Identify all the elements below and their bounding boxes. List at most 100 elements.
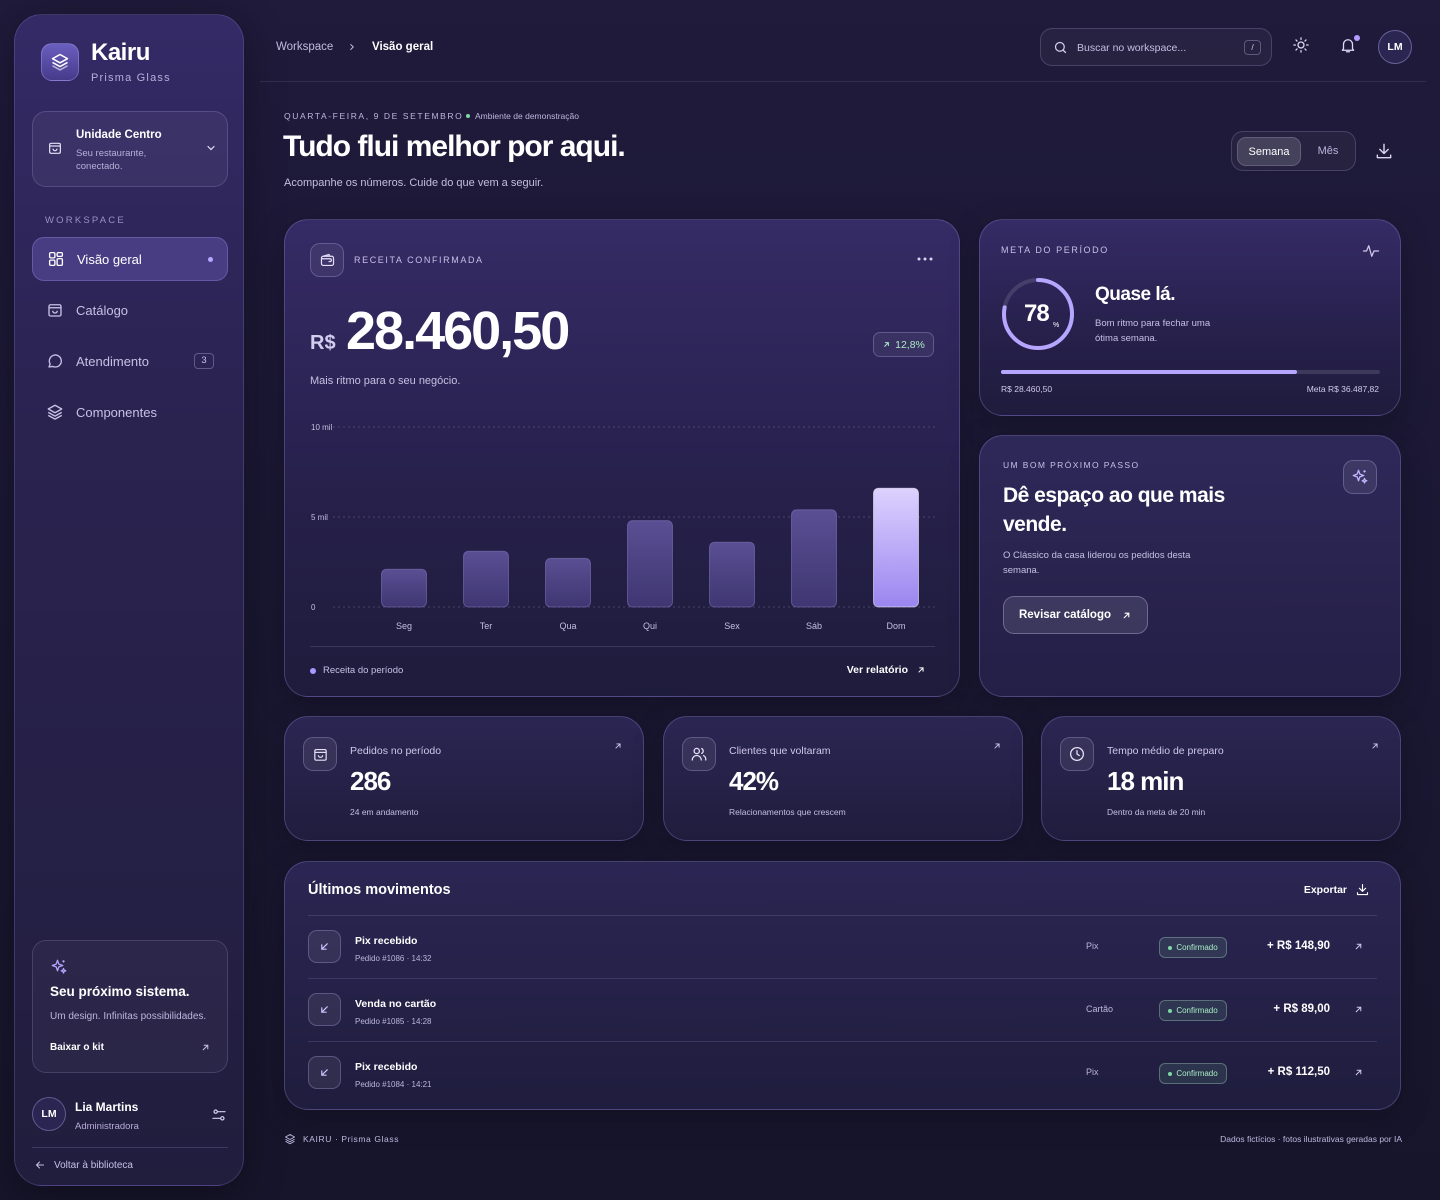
transactions-title: Últimos movimentos [308, 882, 451, 898]
shortcut-key: / [1244, 40, 1261, 55]
count-badge: 3 [194, 353, 214, 369]
arrow-up-right-icon[interactable] [1353, 1067, 1364, 1078]
stat-card-prep-time[interactable]: Tempo médio de preparo 18 min Dentro da … [1041, 716, 1401, 841]
avatar[interactable]: LM [1378, 30, 1412, 64]
stat-value: 286 [350, 766, 391, 796]
environment-badge: Ambiente de demonstração [466, 111, 579, 121]
revenue-card: RECEITA CONFIRMADA R$ 28.460,50 12,8% Ma… [284, 219, 960, 697]
arrow-up-right-icon [1123, 612, 1130, 618]
divider [308, 978, 1377, 979]
transaction-meta: Pedido #1085 · 14:28 [355, 1017, 432, 1026]
search-input[interactable] [1077, 38, 1237, 58]
trend-value: 12,8% [895, 338, 925, 351]
settings-sliders-icon[interactable] [211, 1107, 227, 1123]
transactions-card: Últimos movimentos Exportar Pix recebido… [284, 861, 1401, 1110]
status-badge: Confirmado [1159, 1000, 1227, 1021]
sidebar-item-componentes[interactable]: Componentes [32, 390, 228, 434]
bag-icon [303, 737, 337, 771]
table-row[interactable]: Venda no cartão Pedido #1085 · 14:28 Car… [308, 979, 1377, 1041]
download-kit-link[interactable]: Baixar o kit [50, 1042, 104, 1053]
table-row[interactable]: Pix recebido Pedido #1084 · 14:21 Pix Co… [308, 1042, 1377, 1104]
transaction-amount: + R$ 89,00 [1273, 1003, 1330, 1015]
stat-label: Pedidos no período [350, 745, 442, 757]
revenue-subtitle: Mais ritmo para o seu negócio. [310, 375, 461, 387]
view-report-link[interactable]: Ver relatório [847, 664, 926, 676]
chart-bar-seg[interactable] [381, 568, 427, 608]
table-row[interactable]: Pix recebido Pedido #1086 · 14:32 Pix Co… [308, 916, 1377, 978]
breadcrumb-current: Visão geral [372, 41, 434, 53]
grid-icon [47, 250, 65, 268]
arrow-up-right-icon[interactable] [200, 1042, 211, 1053]
transaction-amount: + R$ 148,90 [1267, 940, 1330, 952]
review-catalog-button[interactable]: Revisar catálogo [1003, 596, 1148, 634]
layers-logo-icon[interactable] [41, 43, 79, 81]
page-subtitle: Acompanhe os números. Cuide do que vem a… [284, 177, 544, 189]
arrow-up-right-icon [613, 741, 623, 751]
store-icon [47, 140, 63, 156]
arrow-down-left-icon [308, 1056, 341, 1089]
avatar[interactable]: LM [32, 1097, 66, 1131]
x-tick-label: Ter [480, 621, 493, 631]
sidebar-item-visao-geral[interactable]: Visão geral [32, 237, 228, 281]
sparkle-icon [50, 958, 68, 976]
goal-card: META DO PERÍODO 78 % Quase lá. Bom ritmo… [979, 219, 1401, 416]
chat-icon [46, 352, 64, 370]
unit-selector[interactable]: Unidade Centro Seu restaurante, conectad… [32, 111, 228, 187]
sparkle-icon[interactable] [1343, 460, 1377, 494]
chart-bar-qui[interactable] [627, 520, 673, 608]
notification-dot [1354, 35, 1360, 41]
x-tick-label: Dom [886, 621, 905, 631]
goal-progress-ring [1002, 278, 1074, 350]
arrow-up-right-icon[interactable] [1353, 941, 1364, 952]
sidebar-item-label: Catálogo [76, 302, 129, 318]
chart-bar-qua[interactable] [545, 557, 591, 608]
payment-method: Cartão [1086, 1004, 1114, 1014]
active-indicator [208, 257, 213, 262]
sidebar-item-label: Atendimento [76, 353, 149, 369]
status-badge: Confirmado [1159, 1063, 1227, 1084]
chart-bar-ter[interactable] [463, 550, 509, 608]
bell-icon[interactable] [1339, 36, 1357, 54]
unit-name: Unidade Centro [76, 129, 162, 141]
download-icon[interactable] [1374, 141, 1394, 161]
x-tick-label: Qua [559, 621, 576, 631]
chart-bar-dom[interactable] [873, 487, 919, 608]
period-week-button[interactable]: Semana [1237, 137, 1301, 166]
chart-bar-sex[interactable] [709, 541, 755, 608]
revenue-value: 28.460,50 [346, 301, 570, 361]
stat-sub: Relacionamentos que crescem [729, 807, 846, 817]
activity-pulse-icon[interactable] [1362, 242, 1380, 260]
stat-sub: 24 em andamento [350, 807, 419, 817]
user-role: Administradora [75, 1121, 139, 1132]
arrow-left-icon [34, 1159, 46, 1171]
wallet-icon [310, 243, 344, 277]
next-step-card: UM BOM PRÓXIMO PASSO Dê espaço ao que ma… [979, 435, 1401, 697]
stat-card-returning-clients[interactable]: Clientes que voltaram 42% Relacionamento… [663, 716, 1023, 841]
payment-method: Pix [1086, 1067, 1099, 1077]
divider [308, 915, 1377, 916]
sidebar-item-atendimento[interactable]: Atendimento 3 [32, 339, 228, 383]
arrow-up-right-icon[interactable] [1353, 1004, 1364, 1015]
stat-label: Tempo médio de preparo [1107, 745, 1224, 757]
unit-description: Seu restaurante, conectado. [76, 148, 147, 172]
goal-progress-bar [1001, 370, 1380, 374]
chevron-down-icon [205, 142, 217, 154]
search-box[interactable]: / [1040, 28, 1272, 66]
export-button[interactable]: Exportar [1304, 882, 1370, 897]
export-label: Exportar [1303, 883, 1347, 896]
x-tick-label: Sáb [806, 621, 822, 631]
stat-card-orders[interactable]: Pedidos no período 286 24 em andamento [284, 716, 644, 841]
status-label: Confirmado [1176, 1006, 1218, 1015]
more-icon[interactable] [917, 256, 933, 262]
chart-bar-sáb[interactable] [791, 509, 837, 608]
sidebar-item-catalogo[interactable]: Catálogo [32, 288, 228, 332]
goal-title: Quase lá. [1095, 284, 1176, 305]
currency-label: R$ [310, 332, 336, 354]
breadcrumb-workspace[interactable]: Workspace [276, 41, 334, 53]
back-to-library-link[interactable]: Voltar à biblioteca [34, 1159, 133, 1171]
period-month-button[interactable]: Mês [1317, 145, 1339, 157]
chevron-right-icon [347, 42, 357, 52]
sun-icon[interactable] [1292, 36, 1310, 54]
goal-current: R$ 28.460,50 [1001, 384, 1053, 394]
layers-icon [46, 403, 64, 421]
